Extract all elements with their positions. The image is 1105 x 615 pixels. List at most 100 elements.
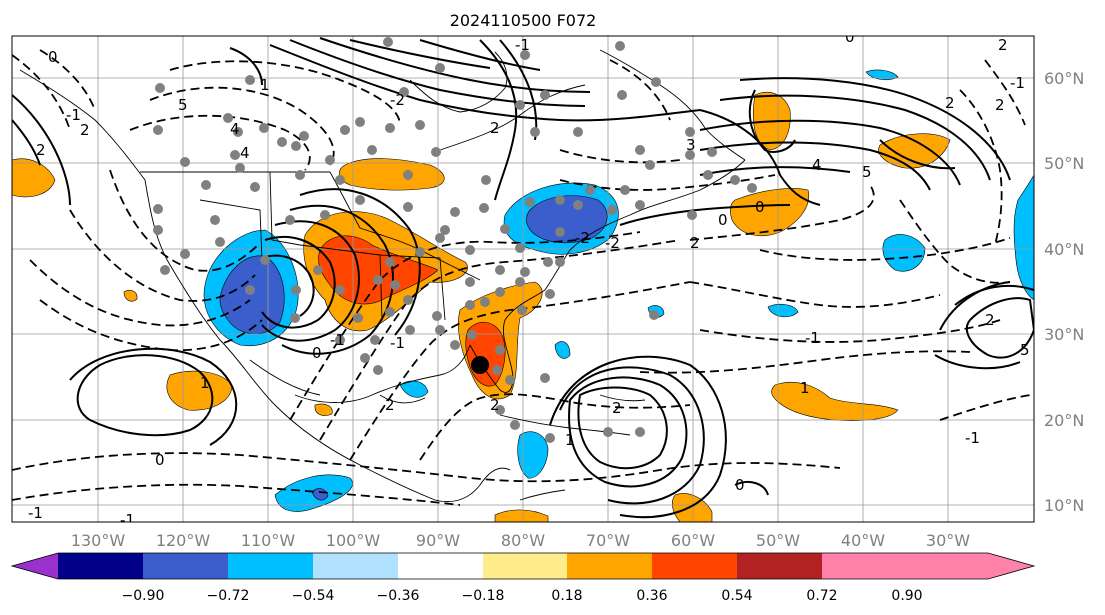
lon-label: 80°W bbox=[501, 531, 545, 550]
station-markers bbox=[153, 37, 757, 443]
contour-label: 2 bbox=[490, 119, 500, 137]
lon-label: 40°W bbox=[841, 531, 885, 550]
colorbar-segment bbox=[737, 553, 822, 579]
colorbar: −0.90 −0.72 −0.54 −0.36 −0.18 0.18 0.36 … bbox=[10, 552, 1036, 604]
lat-label: 20°N bbox=[1044, 411, 1084, 430]
contour-label: 2 bbox=[985, 311, 995, 329]
lon-label: 70°W bbox=[586, 531, 630, 550]
contour-label: -2 bbox=[575, 229, 590, 247]
colorbar-segment bbox=[822, 553, 907, 579]
shade-small-pos-1 bbox=[123, 289, 138, 302]
lon-label: 110°W bbox=[241, 531, 296, 550]
contour-label: 4 bbox=[240, 144, 250, 162]
colorbar-over-extend-tip bbox=[907, 553, 1034, 579]
colorbar-tick-label: −0.18 bbox=[462, 588, 505, 604]
contour-label: 2 bbox=[490, 396, 500, 414]
contour-label: 0 bbox=[755, 198, 765, 216]
shade-subtropical-positive bbox=[771, 381, 899, 421]
colorbar-segment bbox=[313, 553, 398, 579]
map-title: 2024110500 F072 bbox=[450, 11, 597, 30]
shade-east-atlantic-negative bbox=[882, 234, 926, 272]
lat-label: 50°N bbox=[1044, 154, 1084, 173]
contour-label: 4 bbox=[812, 156, 822, 174]
contour-label: -2 bbox=[605, 234, 620, 252]
shade-east-canada-core bbox=[526, 195, 608, 244]
shade-small-neg-2 bbox=[554, 341, 571, 359]
colorbar-tick-label: −0.36 bbox=[377, 588, 420, 604]
colorbar-tick-label: 0.18 bbox=[551, 588, 582, 604]
contour-label: 0 bbox=[155, 451, 165, 469]
lat-label: 30°N bbox=[1044, 325, 1084, 344]
solid-contours bbox=[12, 37, 1034, 519]
colorbar-tick-label: 0.72 bbox=[806, 588, 837, 604]
contour-labels: 0 2 5 4 2 0 2 4 5 2 -1 -1 -1 1 2 2 5 0 -… bbox=[28, 28, 1030, 529]
dashed-contours bbox=[12, 49, 1031, 506]
lon-label: 130°W bbox=[71, 531, 126, 550]
shade-small-pos-2 bbox=[314, 403, 333, 416]
colorbar-under-extend bbox=[12, 553, 58, 579]
contour-label: 2 bbox=[690, 234, 700, 252]
shade-caribbean-negative bbox=[517, 431, 549, 479]
lon-label: 60°W bbox=[671, 531, 715, 550]
contour-label: 2 bbox=[36, 141, 46, 159]
colorbar-tick-label: −0.90 bbox=[122, 588, 165, 604]
colorbar-tick-label: −0.72 bbox=[207, 588, 250, 604]
colorbar-segment bbox=[58, 553, 143, 579]
contour-label: -1 bbox=[120, 511, 135, 529]
contour-label: 0 bbox=[845, 28, 855, 46]
colorbar-tick-label: 0.36 bbox=[636, 588, 667, 604]
shade-mid-atlantic-positive bbox=[730, 188, 810, 236]
shade-yucatan-positive bbox=[494, 509, 549, 522]
colorbar-segment bbox=[483, 553, 567, 579]
colorbar-tick-label: −0.54 bbox=[292, 588, 335, 604]
shade-west-coast-positive bbox=[12, 158, 56, 198]
colorbar-segment bbox=[228, 553, 313, 579]
contour-label: 1 bbox=[260, 76, 270, 94]
contour-label: 5 bbox=[1020, 341, 1030, 359]
contour-label: -1 bbox=[1010, 74, 1025, 92]
lon-label: 30°W bbox=[926, 531, 970, 550]
contour-label: -1 bbox=[66, 106, 81, 124]
contour-label: 2 bbox=[945, 94, 955, 112]
colorbar-tick-label: 0.90 bbox=[891, 588, 922, 604]
shade-small-neg-4 bbox=[865, 69, 899, 81]
contour-label: 1 bbox=[800, 379, 810, 397]
shade-mexico-core bbox=[311, 488, 329, 501]
contour-label: -1 bbox=[965, 429, 980, 447]
contour-label: -1 bbox=[330, 331, 345, 349]
shade-gulf-small-negative bbox=[399, 380, 429, 398]
lat-label: 60°N bbox=[1044, 69, 1084, 88]
contour-label: -1 bbox=[390, 334, 405, 352]
colorbar-segment bbox=[652, 553, 737, 579]
contour-label: 4 bbox=[230, 120, 240, 138]
lat-labels: 60°N 50°N 40°N 30°N 20°N 10°N bbox=[1044, 69, 1084, 515]
lat-label: 40°N bbox=[1044, 240, 1084, 259]
storm-center-marker bbox=[471, 356, 489, 374]
contour-label: 2 bbox=[612, 399, 622, 417]
contour-label: 0 bbox=[718, 211, 728, 229]
lon-label: 120°W bbox=[156, 531, 211, 550]
contour-label: 5 bbox=[862, 163, 872, 181]
lon-labels: 130°W 120°W 110°W 100°W 90°W 80°W 70°W 6… bbox=[71, 531, 970, 550]
contour-label: -1 bbox=[515, 36, 530, 54]
lon-label: 100°W bbox=[326, 531, 381, 550]
colorbar-segment bbox=[398, 553, 483, 579]
lat-label: 10°N bbox=[1044, 496, 1084, 515]
contour-label: 2 bbox=[998, 36, 1008, 54]
lon-label: 90°W bbox=[416, 531, 460, 550]
contour-label: -1 bbox=[805, 329, 820, 347]
contour-label: -1 bbox=[28, 504, 43, 522]
contour-label: 2 bbox=[995, 96, 1005, 114]
shade-ne-atlantic-positive bbox=[671, 493, 713, 522]
shade-central-core bbox=[318, 235, 439, 305]
contour-label: 5 bbox=[178, 96, 188, 114]
map-area: 0 2 5 4 2 0 2 4 5 2 -1 -1 -1 1 2 2 5 0 -… bbox=[12, 28, 1034, 529]
contour-label: -2 bbox=[390, 91, 405, 109]
lon-label: 50°W bbox=[756, 531, 800, 550]
contour-label: 1 bbox=[200, 374, 210, 392]
colorbar-segment bbox=[143, 553, 228, 579]
contour-label: 1 bbox=[565, 431, 575, 449]
contour-label: 2 bbox=[385, 396, 395, 414]
contour-label: 0 bbox=[48, 48, 58, 66]
